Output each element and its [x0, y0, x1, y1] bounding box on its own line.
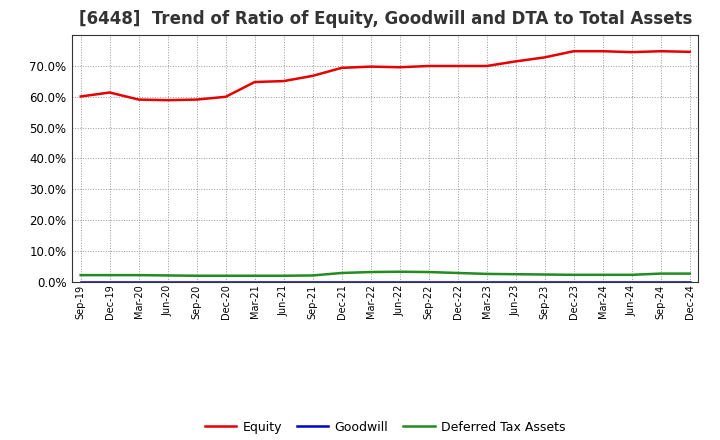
Goodwill [482, 279, 491, 284]
Goodwill [511, 279, 520, 284]
Deferred Tax Assets [76, 272, 85, 278]
Equity [482, 63, 491, 69]
Equity [163, 98, 172, 103]
Goodwill [424, 279, 433, 284]
Equity [135, 97, 143, 102]
Line: Equity: Equity [81, 51, 690, 100]
Equity [570, 48, 578, 54]
Deferred Tax Assets [279, 273, 288, 279]
Title: [6448]  Trend of Ratio of Equity, Goodwill and DTA to Total Assets: [6448] Trend of Ratio of Equity, Goodwil… [78, 10, 692, 28]
Goodwill [76, 279, 85, 284]
Goodwill [221, 279, 230, 284]
Deferred Tax Assets [541, 272, 549, 277]
Equity [338, 65, 346, 70]
Equity [192, 97, 201, 102]
Deferred Tax Assets [366, 269, 375, 275]
Goodwill [657, 279, 665, 284]
Goodwill [570, 279, 578, 284]
Deferred Tax Assets [163, 273, 172, 278]
Equity [395, 65, 404, 70]
Deferred Tax Assets [308, 273, 317, 278]
Equity [541, 55, 549, 60]
Deferred Tax Assets [598, 272, 607, 278]
Goodwill [308, 279, 317, 284]
Deferred Tax Assets [221, 273, 230, 279]
Deferred Tax Assets [424, 269, 433, 275]
Deferred Tax Assets [482, 271, 491, 277]
Equity [105, 90, 114, 95]
Equity [279, 78, 288, 84]
Deferred Tax Assets [338, 270, 346, 275]
Deferred Tax Assets [251, 273, 259, 279]
Deferred Tax Assets [135, 272, 143, 278]
Deferred Tax Assets [627, 272, 636, 278]
Goodwill [192, 279, 201, 284]
Legend: Equity, Goodwill, Deferred Tax Assets: Equity, Goodwill, Deferred Tax Assets [200, 416, 570, 439]
Deferred Tax Assets [657, 271, 665, 276]
Goodwill [279, 279, 288, 284]
Deferred Tax Assets [395, 269, 404, 275]
Goodwill [598, 279, 607, 284]
Goodwill [395, 279, 404, 284]
Goodwill [105, 279, 114, 284]
Line: Deferred Tax Assets: Deferred Tax Assets [81, 272, 690, 276]
Equity [221, 94, 230, 99]
Deferred Tax Assets [454, 270, 462, 275]
Equity [251, 79, 259, 84]
Goodwill [541, 279, 549, 284]
Deferred Tax Assets [105, 272, 114, 278]
Goodwill [685, 279, 694, 284]
Equity [366, 64, 375, 69]
Goodwill [163, 279, 172, 284]
Equity [627, 50, 636, 55]
Goodwill [627, 279, 636, 284]
Goodwill [454, 279, 462, 284]
Equity [424, 63, 433, 69]
Equity [685, 49, 694, 55]
Equity [657, 48, 665, 54]
Deferred Tax Assets [685, 271, 694, 276]
Goodwill [366, 279, 375, 284]
Deferred Tax Assets [511, 271, 520, 277]
Goodwill [338, 279, 346, 284]
Goodwill [135, 279, 143, 284]
Equity [511, 59, 520, 64]
Equity [454, 63, 462, 69]
Deferred Tax Assets [192, 273, 201, 279]
Equity [598, 48, 607, 54]
Equity [76, 94, 85, 99]
Equity [308, 73, 317, 78]
Goodwill [251, 279, 259, 284]
Deferred Tax Assets [570, 272, 578, 278]
